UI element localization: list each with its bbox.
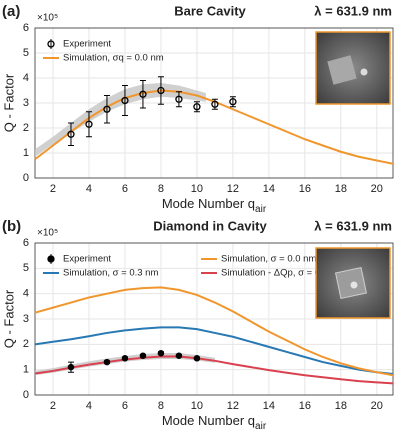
- y-tick-label: 5: [23, 47, 29, 59]
- y-tick-label: 1: [23, 147, 29, 159]
- y-tick-label: 6: [23, 237, 29, 249]
- inset-image-b: [315, 247, 391, 319]
- experiment-point: [157, 349, 165, 357]
- y-axis-label: Q - Factor: [1, 73, 16, 132]
- y-tick-label: 0: [23, 172, 29, 184]
- x-tick-label: 4: [86, 183, 92, 195]
- legend-marker: [47, 40, 55, 48]
- panel-label: (a): [2, 3, 20, 20]
- x-tick-label: 20: [371, 400, 383, 412]
- error-bar: [157, 76, 164, 105]
- experiment-point: [121, 355, 129, 362]
- x-tick-label: 4: [86, 400, 92, 412]
- x-tick-label: 18: [335, 400, 347, 412]
- x-axis-label-main: Mode Number q: [162, 413, 255, 428]
- experiment-point: [157, 86, 165, 95]
- legend-label: Experiment: [63, 254, 111, 265]
- x-tick-label: 20: [371, 183, 383, 195]
- annotation: λ = 631.9 nm: [314, 218, 392, 233]
- y-tick-label: 5: [23, 262, 29, 274]
- x-axis-label-subscript: air: [255, 204, 267, 215]
- x-axis-label-subscript: air: [255, 421, 267, 429]
- x-tick-label: 18: [335, 183, 347, 195]
- experiment-point: [175, 95, 183, 103]
- y-tick-label: 3: [23, 313, 29, 325]
- legend-label: Simulation, σq = 0.0 nm: [63, 53, 164, 64]
- x-axis-label-main: Mode Number q: [162, 196, 255, 211]
- y-tick-label: 1: [23, 364, 29, 376]
- error-bar: [139, 80, 146, 109]
- y-tick-label: 0: [23, 389, 29, 401]
- experiment-point: [67, 130, 75, 138]
- x-tick-label: 6: [122, 400, 128, 412]
- annotation: λ = 631.9 nm: [314, 3, 392, 18]
- y-multiplier: ×10⁵: [37, 228, 58, 239]
- x-tick-label: 12: [227, 400, 239, 412]
- plot-frame: [34, 27, 394, 179]
- panel-label: (b): [2, 218, 21, 235]
- inset-image-a: [315, 31, 391, 105]
- experiment-point: [211, 100, 219, 108]
- x-axis-label: Mode Number qair: [162, 413, 267, 429]
- y-tick-label: 2: [23, 122, 29, 134]
- simulation-line: [34, 355, 394, 385]
- x-tick-label: 14: [263, 400, 275, 412]
- error-bar: [67, 122, 74, 146]
- error-bar: [175, 91, 182, 108]
- uncertainty-band: [35, 83, 206, 157]
- x-tick-label: 10: [191, 183, 203, 195]
- experiment-point: [193, 355, 201, 362]
- y-tick-label: 6: [23, 22, 29, 34]
- simulation-line: [34, 326, 394, 375]
- y-tick-label: 4: [23, 72, 29, 84]
- experiment-point: [103, 105, 111, 113]
- y-axis-label: Q - Factor: [1, 289, 16, 348]
- chart-title: Diamond in Cavity: [153, 218, 267, 233]
- legend-label: Simulation, σ = 0.3 nm: [63, 268, 158, 279]
- legend-label: Simulation, σ = 0.0 nm: [221, 254, 316, 265]
- plot-frame: [34, 242, 394, 396]
- x-tick-label: 8: [158, 400, 164, 412]
- uncertainty-band: [35, 352, 215, 376]
- experiment-point: [139, 90, 147, 98]
- error-bar: [85, 111, 92, 138]
- x-tick-label: 6: [122, 183, 128, 195]
- experiment-point: [85, 120, 93, 128]
- x-tick-label: 12: [227, 183, 239, 195]
- error-bar: [103, 95, 110, 124]
- experiment-point: [103, 358, 111, 366]
- y-tick-label: 3: [23, 97, 29, 109]
- legend-marker: [47, 255, 55, 263]
- experiment-point: [229, 98, 237, 106]
- x-tick-label: 2: [50, 183, 56, 195]
- x-tick-label: 14: [263, 183, 275, 195]
- legend-label: Experiment: [63, 39, 111, 50]
- legend-label: Simulation - ΔQp, σ = 0.3 nm: [221, 268, 344, 279]
- experiment-point: [121, 96, 129, 105]
- x-tick-label: 2: [50, 400, 56, 412]
- x-tick-label: 16: [299, 183, 311, 195]
- experiment-point: [67, 363, 75, 371]
- y-tick-label: 4: [23, 288, 29, 300]
- experiment-point: [139, 352, 147, 359]
- x-tick-label: 16: [299, 400, 311, 412]
- x-axis-label: Mode Number qair: [162, 196, 267, 214]
- y-tick-label: 2: [23, 338, 29, 350]
- experiment-point: [175, 352, 183, 359]
- x-tick-label: 10: [191, 400, 203, 412]
- error-bar: [121, 85, 128, 116]
- chart-title: Bare Cavity: [174, 3, 246, 18]
- y-multiplier: ×10⁵: [37, 13, 58, 24]
- simulation-line: [34, 286, 394, 377]
- x-tick-label: 8: [158, 183, 164, 195]
- experiment-point: [193, 103, 201, 111]
